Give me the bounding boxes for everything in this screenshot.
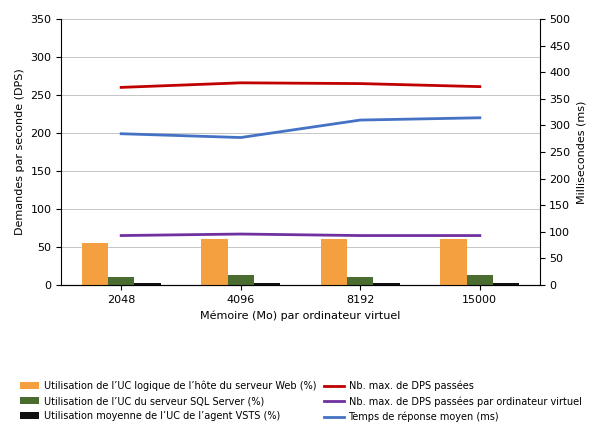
Bar <box>493 283 519 285</box>
Bar <box>254 283 280 285</box>
Y-axis label: Demandes par seconde (DPS): Demandes par seconde (DPS) <box>15 68 25 235</box>
Bar <box>82 243 108 285</box>
Bar <box>228 275 254 285</box>
Bar <box>441 239 466 285</box>
X-axis label: Mémoire (Mo) par ordinateur virtuel: Mémoire (Mo) par ordinateur virtuel <box>200 310 401 321</box>
Bar <box>347 276 373 285</box>
Bar <box>466 275 493 285</box>
Bar <box>373 283 400 285</box>
Legend: Utilisation de l’UC logique de l’hôte du serveur Web (%), Utilisation de l’UC du: Utilisation de l’UC logique de l’hôte du… <box>15 376 586 427</box>
Bar <box>108 276 135 285</box>
Bar <box>201 238 228 285</box>
Bar <box>135 283 160 285</box>
Y-axis label: Millisecondes (ms): Millisecondes (ms) <box>576 100 586 204</box>
Bar <box>321 239 347 285</box>
